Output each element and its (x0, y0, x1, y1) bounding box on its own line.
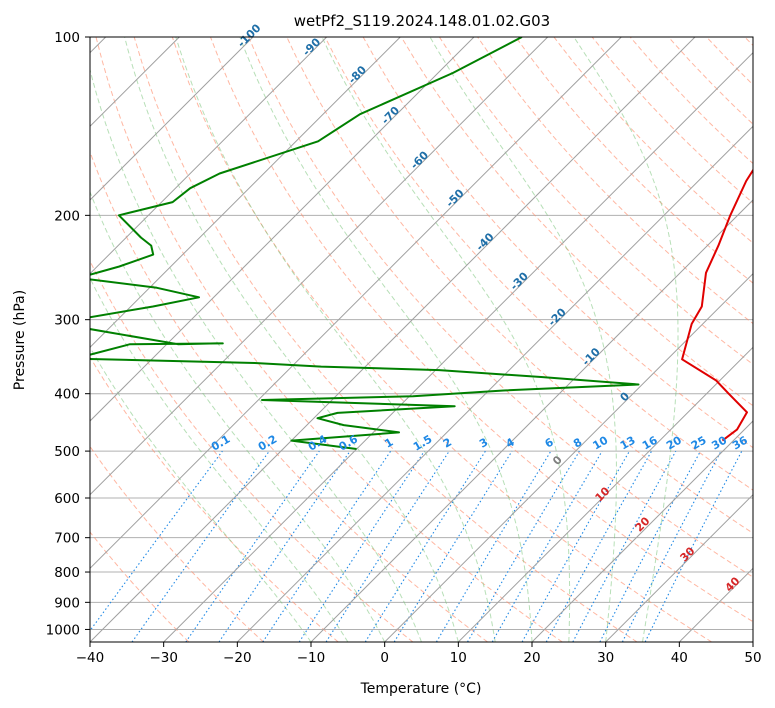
moist-adiabat (321, 37, 571, 642)
moist-adiabat (124, 37, 459, 642)
mixing-ratio-line (131, 450, 270, 642)
y-tick-label: 700 (54, 531, 80, 547)
y-axis: 100 200 300 400 500 600 700 800 900 1000 (46, 30, 90, 638)
isotherm (90, 37, 475, 422)
mixing-ratio-line (545, 450, 653, 642)
mixing-ratio-line (644, 450, 743, 642)
moist-adiabat (573, 37, 679, 642)
isotherm (90, 37, 622, 570)
x-tick-label: −40 (76, 650, 105, 666)
isotherm (310, 199, 753, 642)
mixing-ratio-line (262, 450, 392, 642)
x-tick-label: 40 (671, 650, 688, 666)
x-tick-label: 30 (597, 650, 614, 666)
mixing-ratio-line (521, 450, 630, 642)
mixing-ratio-line (298, 450, 425, 642)
isotherm (90, 37, 328, 275)
isotherm (90, 37, 696, 642)
dry-adiabat (400, 37, 753, 407)
x-tick-label: −30 (149, 650, 178, 666)
dry-adiabat (90, 445, 264, 642)
background-lines (90, 37, 753, 642)
isotherm (90, 37, 254, 201)
y-axis-label: Pressure (hPa) (12, 290, 28, 390)
dry-adiabat (515, 37, 753, 284)
mixing-ratio-line (393, 450, 513, 642)
x-tick-label: 0 (380, 650, 389, 666)
y-tick-label: 800 (54, 565, 80, 581)
y-tick-label: 300 (54, 313, 80, 329)
temperature-line (681, 168, 753, 442)
mixing-ratio-line (185, 450, 320, 642)
isotherm (163, 51, 753, 642)
dewpoint-line (90, 37, 640, 450)
dry-adiabat (210, 37, 753, 623)
isotherm (531, 420, 753, 642)
mixing-ratio-line (218, 450, 351, 642)
x-tick-label: 10 (450, 650, 467, 666)
moist-adiabat (429, 37, 617, 642)
dry-adiabat (90, 356, 339, 642)
dry-adiabat (90, 150, 488, 642)
y-tick-label: 100 (54, 30, 80, 46)
dry-adiabat (438, 37, 753, 366)
dry-adiabat (171, 37, 712, 642)
x-tick-label: −20 (223, 650, 252, 666)
data-lines (90, 37, 753, 450)
isotherm (605, 493, 753, 642)
y-tick-label: 1000 (46, 622, 80, 638)
isotherm (752, 641, 753, 642)
mixing-ratio-line (90, 450, 223, 632)
dry-adiabat (90, 531, 190, 642)
mixing-ratio-line (572, 450, 677, 642)
moist-adiabat (239, 37, 533, 642)
x-tick-label: 20 (523, 650, 540, 666)
plot-frame (89, 36, 754, 643)
y-tick-label: 500 (54, 444, 80, 460)
isotherm (457, 346, 753, 642)
x-axis-label: Temperature (°C) (360, 681, 482, 697)
y-tick-label: 200 (54, 208, 80, 224)
y-tick-label: 600 (54, 491, 80, 507)
isotherm (236, 125, 753, 642)
y-tick-label: 900 (54, 595, 80, 611)
x-tick-label: −10 (297, 650, 326, 666)
x-axis: −40 −30 −20 −10 0 10 20 30 40 50 (76, 642, 762, 666)
dry-adiabat (248, 37, 753, 578)
isotherm (90, 37, 549, 496)
dry-adiabat (324, 37, 753, 491)
isotherm (90, 37, 401, 349)
x-tick-label: 50 (744, 650, 761, 666)
moist-adiabat (90, 190, 386, 642)
moist-adiabat (175, 37, 496, 642)
dry-adiabat (133, 37, 638, 642)
moist-adiabat (90, 277, 349, 642)
mixing-ratio-line (325, 450, 450, 642)
moist-adiabat (90, 67, 422, 642)
y-tick-label: 400 (54, 387, 80, 403)
chart-title: wetPf2_S119.2024.148.01.02.G03 (294, 12, 550, 31)
plot-background (90, 37, 753, 642)
dry-adiabat (95, 37, 563, 642)
